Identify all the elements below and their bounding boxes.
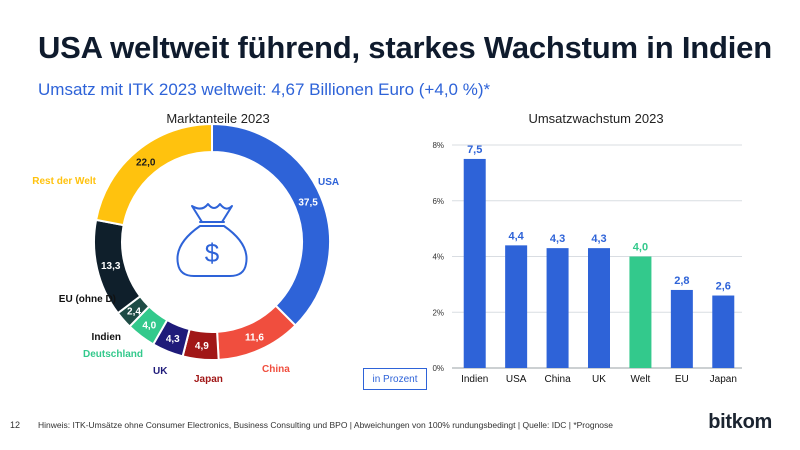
donut-value-label-indien: 2,4	[127, 306, 141, 317]
bar-japan	[712, 295, 735, 368]
donut-category-label-deutschland: Deutschland	[83, 349, 143, 360]
donut-slice-rest-der-welt	[94, 122, 213, 227]
donut-category-label-indien: Indien	[92, 332, 121, 343]
bar-value-label-uk: 4,3	[591, 233, 606, 245]
y-tick-label: 4%	[432, 253, 444, 262]
donut-category-label-rest-der-welt: Rest der Welt	[32, 176, 96, 187]
donut-value-label-eu-ohne-d: 13,3	[101, 261, 121, 272]
bar-indien	[463, 158, 486, 368]
bar-chart-title: Umsatzwachstum 2023	[528, 111, 664, 126]
bar-china	[546, 248, 569, 368]
bitkom-logo: bitkom	[708, 411, 772, 433]
donut-category-label-usa: USA	[318, 177, 339, 188]
bar-value-label-welt: 4,0	[633, 242, 648, 254]
y-tick-label: 2%	[432, 308, 444, 317]
donut-value-label-deutschland: 4,0	[142, 320, 156, 331]
x-tick-label-japan: Japan	[710, 374, 737, 385]
bar-welt	[629, 256, 652, 368]
donut-value-label-usa: 37,5	[298, 198, 318, 209]
bar-usa	[505, 245, 528, 368]
bar-value-label-usa: 4,4	[508, 230, 524, 242]
growth-bar-chart: 0% 2% 4% 6% 8% 7,5 Indien 4,4 USA 4,3 China 4,3 UK 4,…	[432, 141, 742, 385]
money-bag-icon: $	[176, 203, 248, 277]
donut-value-label-rest-der-welt: 22,0	[136, 157, 156, 168]
donut-category-label-china: China	[262, 364, 290, 375]
y-tick-label: 0%	[432, 364, 444, 373]
page-number: 12	[10, 420, 21, 430]
donut-value-label-uk: 4,3	[166, 334, 180, 345]
donut-chart-title: Marktanteile 2023	[166, 111, 270, 126]
donut-value-label-china: 11,6	[245, 332, 264, 343]
x-tick-label-welt: Welt	[631, 374, 651, 385]
unit-note-box: in Prozent	[363, 368, 427, 390]
donut-slice-usa	[211, 122, 331, 327]
y-tick-label: 6%	[432, 197, 444, 206]
donut-category-label-uk: UK	[153, 366, 168, 377]
donut-category-label-japan: Japan	[194, 374, 223, 385]
donut-value-label-japan: 4,9	[195, 341, 209, 352]
bar-value-label-japan: 2,6	[716, 281, 731, 293]
x-tick-label-indien: Indien	[461, 374, 488, 385]
x-tick-label-china: China	[545, 374, 572, 385]
bar-eu	[670, 289, 693, 368]
svg-text:$: $	[205, 238, 220, 268]
bar-value-label-eu: 2,8	[674, 275, 689, 287]
x-tick-label-usa: USA	[506, 374, 527, 385]
footer-note: Hinweis: ITK-Umsätze ohne Consumer Elect…	[38, 420, 614, 430]
x-tick-label-uk: UK	[592, 374, 606, 385]
page-subtitle: Umsatz mit ITK 2023 weltweit: 4,67 Billi…	[38, 80, 491, 99]
donut-category-label-eu-ohne-d: EU (ohne D)	[59, 294, 116, 305]
page-title: USA weltweit führend, starkes Wachstum i…	[38, 30, 772, 65]
x-tick-label-eu: EU	[675, 374, 689, 385]
y-tick-label: 8%	[432, 141, 444, 150]
bar-uk	[588, 248, 610, 368]
bar-value-label-indien: 7,5	[467, 144, 482, 156]
bar-value-label-china: 4,3	[550, 233, 565, 245]
